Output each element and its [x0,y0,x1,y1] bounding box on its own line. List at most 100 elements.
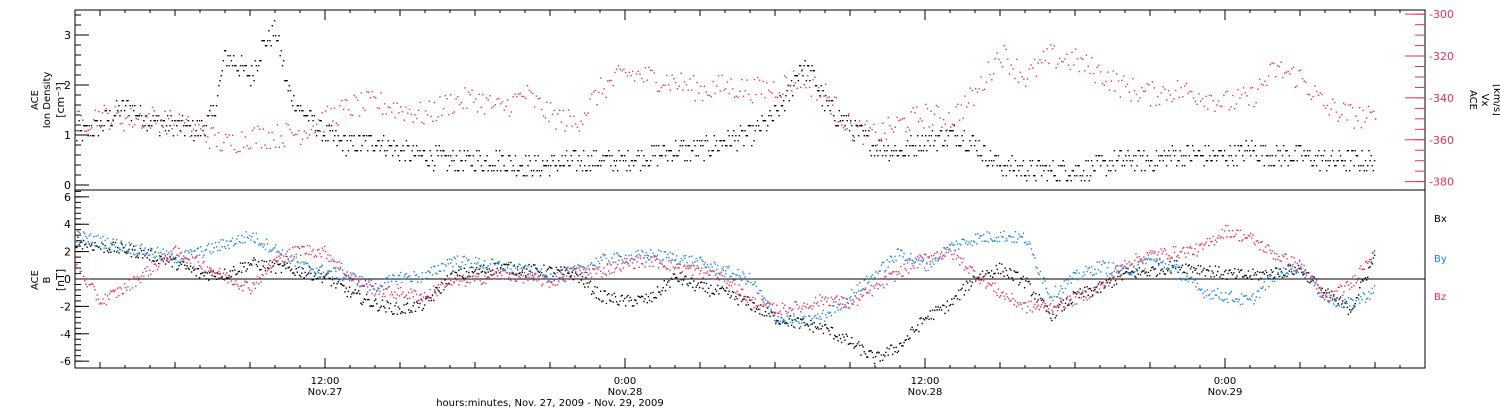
by-point [122,250,123,251]
bz-point [565,281,566,282]
density-point [188,120,189,121]
density-point [1016,175,1017,176]
velocity-point [1313,96,1314,97]
bz-point [191,254,192,255]
bx-point [468,272,469,273]
by-point [723,266,724,267]
by-point [131,243,132,244]
velocity-point [150,127,151,128]
by-point [200,246,201,247]
density-point [165,130,166,131]
density-point [846,115,847,116]
density-point [534,155,535,156]
density-point [658,145,659,146]
bz-point [390,294,391,295]
density-point [823,90,824,91]
by-point [988,241,989,242]
velocity-point [380,92,381,93]
velocity-point [843,127,844,128]
bx-point [847,336,848,337]
bx-point [330,278,331,279]
bx-point [408,309,409,310]
velocity-point [1371,111,1372,112]
by-point [290,263,291,264]
density-point [1028,175,1029,176]
velocity-point [307,137,308,138]
density-point [524,175,525,176]
velocity-point [1177,80,1178,81]
density-point [532,175,533,176]
by-point [523,275,524,276]
density-point [424,150,425,151]
bz-point [380,285,381,286]
bx-point [1194,270,1195,271]
bx-point [683,279,684,280]
velocity-point [227,137,228,138]
velocity-point [1027,78,1028,79]
density-point [1069,175,1070,176]
bz-point [434,289,435,290]
velocity-point [759,80,760,81]
density-point [360,150,361,151]
density-point [217,95,218,96]
velocity-point [461,102,462,103]
bz-point [407,298,408,299]
bz-point [232,284,233,285]
by-point [250,239,251,240]
bx-point [839,334,840,335]
density-point [850,120,851,121]
density-point [1083,170,1084,171]
bx-point [1348,314,1349,315]
by-point [432,274,433,275]
bz-point [482,283,483,284]
density-point [457,170,458,171]
bx-point [648,296,649,297]
bz-point [282,260,283,261]
by-point [273,248,274,249]
bx-point [149,259,150,260]
by-point [307,263,308,264]
velocity-point [421,122,422,123]
velocity-point [318,119,319,120]
bz-point [236,284,237,285]
density-point [391,145,392,146]
velocity-point [1200,101,1201,102]
by-point [1025,241,1026,242]
bx-point [1117,276,1118,277]
velocity-point [464,87,465,88]
density-point [642,165,643,166]
by-point [453,257,454,258]
density-point [1165,155,1166,156]
by-point [1274,281,1275,282]
by-point [1302,273,1303,274]
bx-point [251,264,252,265]
bz-point [158,266,159,267]
bx-point [423,308,424,309]
bz-point [438,284,439,285]
density-point [626,170,627,171]
bx-point [1216,275,1217,276]
density-point [643,155,644,156]
bx-point [664,280,665,281]
velocity-point [1220,105,1221,106]
bx-point [830,334,831,335]
bx-point [310,273,311,274]
by-point [909,258,910,259]
bx-point [317,278,318,279]
by-point [1314,285,1315,286]
bx-point [1064,309,1065,310]
bz-point [359,276,360,277]
density-point [376,145,377,146]
by-point [457,255,458,256]
bx-point [1134,276,1135,277]
by-point [465,264,466,265]
by-point [640,255,641,256]
velocity-point [1048,63,1049,64]
velocity-point [1361,127,1362,128]
bx-point [628,300,629,301]
density-point [955,135,956,136]
density-point [541,170,542,171]
density-point [1344,160,1345,161]
by-point [907,260,908,261]
density-point [1178,160,1179,161]
